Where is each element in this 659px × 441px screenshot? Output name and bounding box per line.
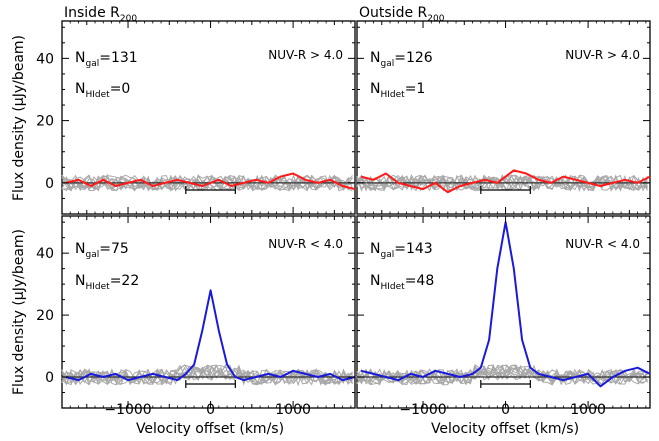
y-tick-label: 40 [36,51,54,67]
x-tick-label: −1000 [399,402,446,418]
color-cut-label: NUV-R > 4.0 [565,48,640,62]
nhi-annotation: NHIdet=22 [75,273,139,292]
plot-area [61,21,356,215]
panel-top-left: Inside R200 Ngal=131 NHIdet=0 NUV-R > 4.… [61,5,356,215]
noise-trace [356,364,648,386]
x-tick-label: 1000 [570,402,606,418]
panel-frame [356,20,651,215]
ngal-annotation: Ngal=143 [370,241,433,260]
panel-frame [61,215,356,409]
plot-area [356,21,651,215]
nhi-annotation: NHIdet=0 [75,81,130,100]
ngal-annotation: Ngal=131 [75,50,138,69]
noise-trace [356,174,648,191]
nhi-annotation: NHIdet=1 [370,81,425,100]
stacked-spectrum-line [65,172,356,191]
panel-top-right: Outside R200 Ngal=126 NHIdet=1 NUV-R > 4… [356,5,651,215]
panel-title: Inside R200 [64,5,137,24]
y-axis-label-bottom: Flux density (μJy/beam) [11,229,27,395]
x-tick-label: 0 [501,402,510,418]
x-tick-label: 1000 [275,402,311,418]
y-axis-label-top: Flux density (μJy/beam) [11,35,27,201]
x-tick-label: −1000 [104,402,151,418]
stacked-spectrum-line [360,169,651,194]
noise-trace [61,173,353,192]
x-axis-label-left: Velocity offset (km/s) [136,421,284,437]
plot-area [356,216,651,409]
panel-frame [61,20,356,215]
y-tick-label: 20 [36,308,54,324]
plot-area [61,216,356,409]
stacked-spectrum-line [65,289,356,382]
x-tick-label: 0 [206,402,215,418]
tick-labels: 0 20 40 0 20 40 −1000 0 1000 −1000 0 1000 [36,51,606,418]
panel-bottom-right: Ngal=143 NHIdet=48 NUV-R < 4.0 [356,215,651,409]
color-cut-label: NUV-R < 4.0 [268,237,343,251]
panel-title: Outside R200 [359,5,445,24]
panel-frame [356,215,651,409]
y-tick-label: 20 [36,114,54,130]
y-tick-label: 40 [36,246,54,262]
x-axis-label-right: Velocity offset (km/s) [431,421,579,437]
panel-bottom-left: Ngal=75 NHIdet=22 NUV-R < 4.0 [61,215,356,409]
color-cut-label: NUV-R < 4.0 [565,237,640,251]
y-tick-label: 0 [45,176,54,192]
y-tick-label: 0 [45,370,54,386]
color-cut-label: NUV-R > 4.0 [268,48,343,62]
ngal-annotation: Ngal=126 [370,50,433,69]
ngal-annotation: Ngal=75 [75,241,129,260]
nhi-annotation: NHIdet=48 [370,273,434,292]
